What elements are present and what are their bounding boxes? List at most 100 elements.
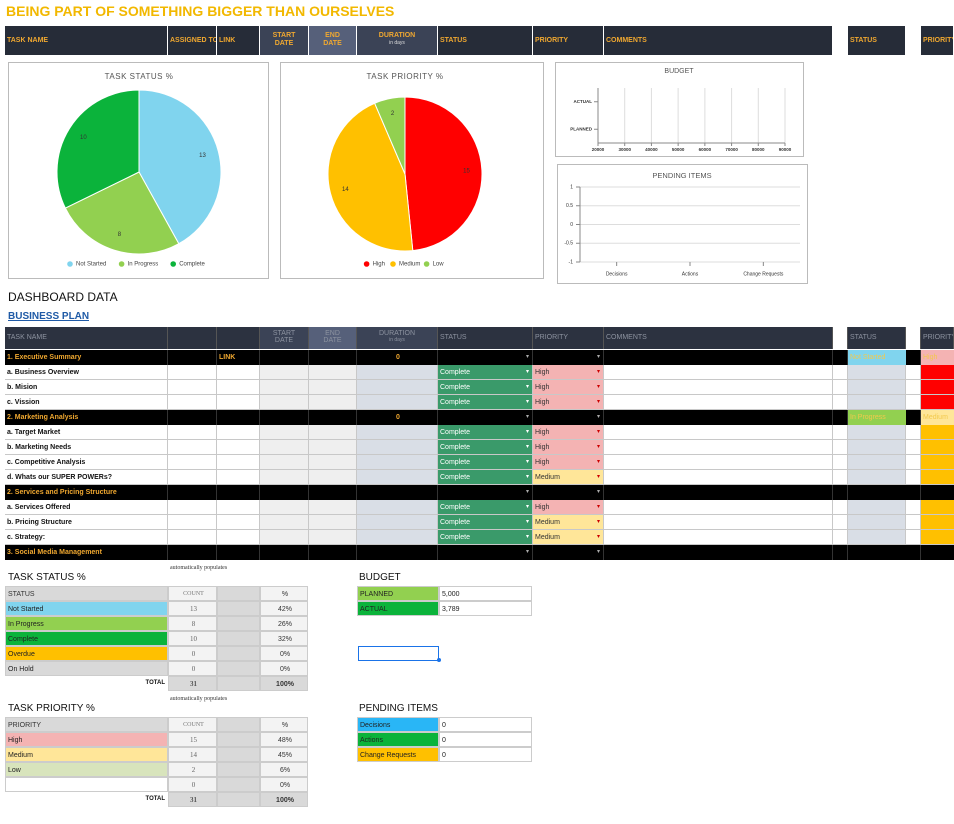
cell <box>357 425 438 440</box>
task-name: a. Business Overview <box>5 365 168 380</box>
dropdown-arrow[interactable]: ▾ <box>596 444 600 450</box>
cell <box>217 631 260 646</box>
dropdown-arrow[interactable]: ▾ <box>596 459 600 465</box>
dropdown-arrow[interactable]: ▾ <box>525 549 529 555</box>
cell <box>168 530 217 545</box>
dropdown-arrow[interactable]: ▾ <box>525 354 529 360</box>
status-cell: Complete ▾ <box>438 440 533 455</box>
selected-cell[interactable] <box>358 646 439 661</box>
y-tick-label: -1 <box>569 259 574 265</box>
header-cell: COUNT <box>168 717 217 732</box>
total-count: 31 <box>168 676 217 691</box>
status-cell: Complete ▾ <box>438 470 533 485</box>
dropdown-arrow[interactable]: ▾ <box>525 459 529 465</box>
dropdown-arrow[interactable]: ▾ <box>596 534 600 540</box>
cell <box>906 350 921 365</box>
cell <box>168 485 217 500</box>
dropdown-arrow[interactable]: ▾ <box>596 399 600 405</box>
dropdown-arrow[interactable]: ▾ <box>596 384 600 390</box>
dropdown-arrow[interactable]: ▾ <box>525 519 529 525</box>
dropdown-arrow[interactable]: ▾ <box>525 489 529 495</box>
cell <box>260 455 309 470</box>
duration <box>357 545 438 560</box>
pie-slice <box>373 96 406 175</box>
dropdown-arrow[interactable]: ▾ <box>596 549 600 555</box>
dropdown-arrow[interactable]: ▾ <box>525 444 529 450</box>
status-cell: Complete ▾ <box>438 500 533 515</box>
dropdown-arrow[interactable]: ▾ <box>596 369 600 375</box>
legend-swatch <box>67 261 73 267</box>
dropdown-arrow[interactable]: ▾ <box>596 414 600 420</box>
cell <box>260 395 309 410</box>
count: 10 <box>168 631 217 646</box>
priority-flag <box>921 515 954 530</box>
percent: 0% <box>260 646 308 661</box>
x-tick-label: 60000 <box>699 147 712 152</box>
priority-flag <box>921 365 954 380</box>
dropdown-arrow[interactable]: ▾ <box>525 414 529 420</box>
row-label: PLANNED <box>357 586 439 601</box>
percent: 6% <box>260 762 308 777</box>
dropdown-arrow[interactable]: ▾ <box>525 369 529 375</box>
count: 0 <box>168 661 217 676</box>
dropdown-arrow[interactable]: ▾ <box>525 429 529 435</box>
x-tick-label: 90000 <box>779 147 792 152</box>
cell <box>309 485 357 500</box>
legend-swatch <box>423 261 430 267</box>
cell <box>217 380 260 395</box>
header-cell: PRIORITY <box>921 327 954 349</box>
cell <box>217 586 260 601</box>
header-cell: END DATE <box>309 327 357 349</box>
percent: 42% <box>260 601 308 616</box>
y-tick-label: 1 <box>570 184 573 190</box>
note: automatically populates <box>170 565 228 571</box>
header-cell <box>906 327 921 349</box>
dropdown-arrow[interactable]: ▾ <box>525 534 529 540</box>
cell <box>309 455 357 470</box>
dropdown-arrow[interactable]: ▾ <box>525 474 529 480</box>
task-name: c. Vission <box>5 395 168 410</box>
cell <box>260 410 309 425</box>
status-summary <box>848 545 906 560</box>
dropdown-arrow[interactable]: ▾ <box>525 384 529 390</box>
row-label: High <box>5 732 168 747</box>
cell <box>309 380 357 395</box>
percent: 0% <box>260 661 308 676</box>
cell <box>168 500 217 515</box>
priority-flag <box>921 530 954 545</box>
link <box>217 545 260 560</box>
dropdown-arrow[interactable]: ▾ <box>525 504 529 510</box>
cell <box>848 515 906 530</box>
cell <box>168 515 217 530</box>
dropdown-arrow[interactable]: ▾ <box>596 504 600 510</box>
cell <box>309 365 357 380</box>
cell <box>168 395 217 410</box>
x-tick-label: Decisions <box>606 271 628 277</box>
duration-note: in days <box>389 40 405 46</box>
dropdown-arrow[interactable]: ▾ <box>596 519 600 525</box>
cell <box>309 425 357 440</box>
pie-slice <box>138 89 222 245</box>
cell <box>217 732 260 747</box>
priority-cell: High ▾ <box>533 440 604 455</box>
cell <box>604 515 833 530</box>
dropdown-arrow[interactable]: ▾ <box>596 354 600 360</box>
status-cell: Complete ▾ <box>438 380 533 395</box>
dropdown-arrow[interactable]: ▾ <box>596 474 600 480</box>
task-name: b. Mision <box>5 380 168 395</box>
dashboard-subtitle[interactable]: BUSINESS PLAN <box>8 311 90 322</box>
header-cell: START DATE <box>260 327 309 349</box>
header-cell <box>833 327 848 349</box>
cell <box>309 410 357 425</box>
dropdown-arrow[interactable]: ▾ <box>596 489 600 495</box>
cell <box>604 425 833 440</box>
priority-cell: High ▾ <box>533 455 604 470</box>
cell <box>217 470 260 485</box>
cell <box>260 440 309 455</box>
priority-cell: High ▾ <box>533 425 604 440</box>
dropdown-arrow[interactable]: ▾ <box>596 429 600 435</box>
header-cell: PRIORITY <box>533 26 604 55</box>
cell <box>309 470 357 485</box>
dropdown-arrow[interactable]: ▾ <box>525 399 529 405</box>
